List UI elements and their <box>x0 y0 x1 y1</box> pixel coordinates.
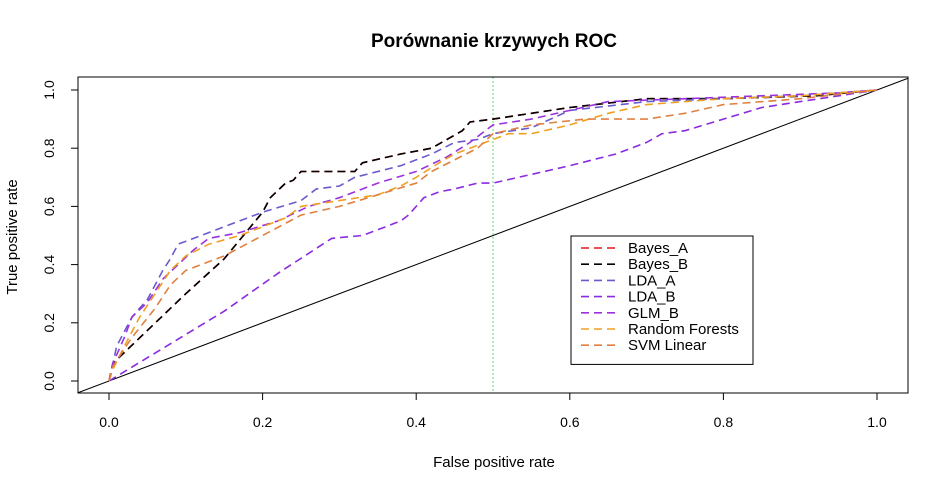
legend-label-glm-b: GLM_B <box>628 305 679 322</box>
x-axis-label: False positive rate <box>433 454 555 471</box>
chart-title: Porównanie krzywych ROC <box>371 31 617 52</box>
y-tick-label: 1.0 <box>41 80 57 100</box>
x-tick-label: 1.0 <box>867 414 887 430</box>
legend-label-random-forests: Random Forests <box>628 321 739 338</box>
y-axis-label: True positive rate <box>4 179 21 294</box>
y-tick-label: 0.0 <box>41 371 57 391</box>
y-tick-label: 0.6 <box>41 196 57 216</box>
y-tick-label: 0.8 <box>41 138 57 158</box>
legend-box <box>570 235 754 365</box>
x-tick-label: 0.2 <box>253 414 273 430</box>
legend-label-svm-linear: SVM Linear <box>628 337 706 354</box>
series-line-svm-linear <box>108 89 878 382</box>
x-tick-label: 0.0 <box>99 414 119 430</box>
reference-lines <box>78 77 908 393</box>
x-tick-label: 0.8 <box>714 414 734 430</box>
x-axis: 0.0 0.2 0.4 0.6 0.8 1.0 <box>99 392 887 430</box>
series-line-lda-a <box>108 89 878 382</box>
legend-label-bayes-a: Bayes_A <box>628 240 688 257</box>
series-layer <box>108 89 878 382</box>
diagonal-reference-line <box>78 77 908 393</box>
x-tick-label: 0.6 <box>560 414 580 430</box>
y-tick-label: 0.2 <box>41 313 57 333</box>
x-tick-label: 0.4 <box>406 414 426 430</box>
y-axis: 0.0 0.2 0.4 0.6 0.8 1.0 <box>41 80 79 391</box>
legend-label-lda-b: LDA_B <box>628 289 676 306</box>
series-line-glm-b <box>108 89 878 382</box>
y-tick-label: 0.4 <box>41 255 57 275</box>
legend-label-bayes-b: Bayes_B <box>628 256 688 273</box>
legend-label-lda-a: LDA_A <box>628 272 676 289</box>
